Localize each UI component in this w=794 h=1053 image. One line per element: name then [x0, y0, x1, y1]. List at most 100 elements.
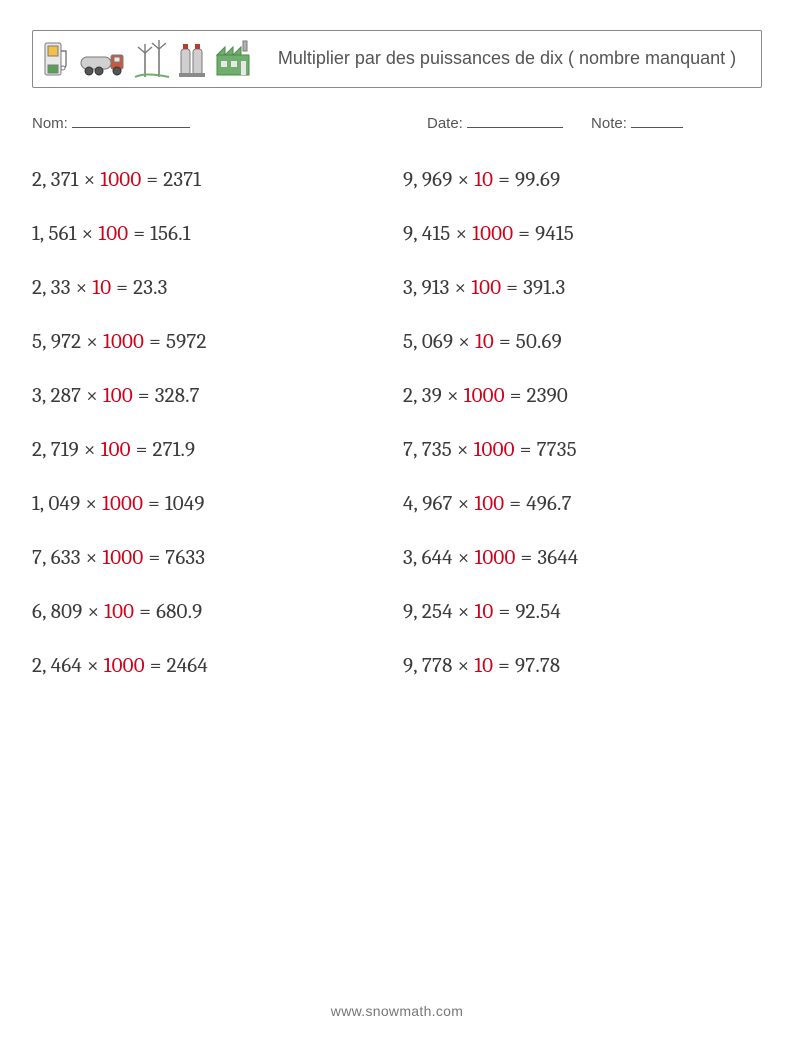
- operand-a: 7, 735: [403, 438, 452, 462]
- equation: 1, 049×1000=1049: [32, 492, 391, 516]
- equals-sign: =: [144, 330, 166, 354]
- result: 99.69: [515, 168, 560, 192]
- date-label: Date:: [427, 115, 463, 132]
- date-blank[interactable]: [467, 112, 563, 128]
- name-blank[interactable]: [72, 112, 190, 128]
- equation: 4, 967×100=496.7: [403, 492, 762, 516]
- equation: 2, 464×1000=2464: [32, 654, 391, 678]
- operand-b-answer: 1000: [102, 492, 143, 516]
- operand-b-answer: 100: [103, 384, 133, 408]
- operand-b-answer: 10: [475, 330, 494, 354]
- result: 5972: [166, 330, 207, 354]
- times-operator: ×: [79, 168, 101, 192]
- operand-a: 9, 778: [403, 654, 452, 678]
- operand-a: 3, 913: [403, 276, 450, 300]
- operand-a: 6, 809: [32, 600, 82, 624]
- times-operator: ×: [81, 330, 103, 354]
- result: 328.7: [155, 384, 200, 408]
- equation: 7, 633×1000=7633: [32, 546, 391, 570]
- operand-a: 2, 39: [403, 384, 442, 408]
- equation: 2, 33×10=23.3: [32, 276, 391, 300]
- operand-a: 5, 972: [32, 330, 81, 354]
- times-operator: ×: [77, 222, 99, 246]
- operand-b-answer: 1000: [475, 546, 516, 570]
- equals-sign: =: [494, 330, 516, 354]
- fuel-pump-icon: [39, 37, 73, 81]
- result: 271.9: [153, 438, 196, 462]
- equation: 5, 972×1000=5972: [32, 330, 391, 354]
- operand-a: 2, 33: [32, 276, 71, 300]
- times-operator: ×: [453, 546, 475, 570]
- result: 391.3: [523, 276, 565, 300]
- operand-b-answer: 100: [104, 600, 134, 624]
- times-operator: ×: [82, 600, 104, 624]
- operand-b-answer: 1000: [103, 330, 144, 354]
- footer-url: www.snowmath.com: [0, 1003, 794, 1019]
- result: 680.9: [156, 600, 202, 624]
- meta-row: Nom: Date: Note:: [32, 112, 762, 132]
- equals-sign: =: [505, 384, 527, 408]
- worksheet-header: Multiplier par des puissances de dix ( n…: [32, 30, 762, 88]
- result: 2464: [167, 654, 208, 678]
- operand-a: 3, 644: [403, 546, 453, 570]
- worksheet-title: Multiplier par des puissances de dix ( n…: [253, 43, 761, 74]
- operand-b-answer: 100: [474, 492, 504, 516]
- equation: 5, 069×10=50.69: [403, 330, 762, 354]
- equals-sign: =: [143, 492, 165, 516]
- operand-a: 2, 464: [32, 654, 82, 678]
- operand-b-answer: 10: [474, 168, 493, 192]
- equals-sign: =: [513, 222, 535, 246]
- times-operator: ×: [71, 276, 93, 300]
- result: 9415: [535, 222, 574, 246]
- equation: 9, 415×1000=9415: [403, 222, 762, 246]
- times-operator: ×: [82, 654, 104, 678]
- equation: 9, 778×10=97.78: [403, 654, 762, 678]
- times-operator: ×: [81, 384, 103, 408]
- times-operator: ×: [452, 654, 474, 678]
- operand-b-answer: 1000: [100, 168, 141, 192]
- operand-a: 1, 049: [32, 492, 80, 516]
- equation: 1, 561×100=156.1: [32, 222, 391, 246]
- result: 92.54: [515, 600, 561, 624]
- result: 7735: [537, 438, 577, 462]
- operand-a: 1, 561: [32, 222, 77, 246]
- equation: 3, 287×100=328.7: [32, 384, 391, 408]
- equation: 2, 371×1000=2371: [32, 168, 391, 192]
- equals-sign: =: [145, 654, 167, 678]
- operand-a: 9, 415: [403, 222, 450, 246]
- result: 7633: [165, 546, 205, 570]
- equals-sign: =: [516, 546, 538, 570]
- equals-sign: =: [128, 222, 150, 246]
- times-operator: ×: [452, 168, 474, 192]
- score-blank[interactable]: [631, 112, 683, 128]
- operand-a: 2, 719: [32, 438, 79, 462]
- operand-a: 7, 633: [32, 546, 81, 570]
- times-operator: ×: [81, 546, 103, 570]
- operand-a: 2, 371: [32, 168, 79, 192]
- equals-sign: =: [501, 276, 523, 300]
- equation: 9, 969×10=99.69: [403, 168, 762, 192]
- equation: 7, 735×1000=7735: [403, 438, 762, 462]
- result: 23.3: [133, 276, 167, 300]
- equals-sign: =: [134, 600, 156, 624]
- equation: 2, 719×100=271.9: [32, 438, 391, 462]
- operand-b-answer: 10: [475, 600, 494, 624]
- equals-sign: =: [493, 654, 515, 678]
- equation: 3, 913×100=391.3: [403, 276, 762, 300]
- equals-sign: =: [141, 168, 163, 192]
- equals-sign: =: [493, 168, 515, 192]
- wind-turbines-icon: [133, 37, 171, 81]
- operand-b-answer: 1000: [102, 546, 143, 570]
- result: 3644: [537, 546, 578, 570]
- operand-b-answer: 1000: [464, 384, 505, 408]
- equals-sign: =: [504, 492, 526, 516]
- result: 2390: [527, 384, 568, 408]
- equals-sign: =: [133, 384, 155, 408]
- operand-b-answer: 1000: [104, 654, 145, 678]
- operand-b-answer: 100: [98, 222, 128, 246]
- operand-b-answer: 1000: [474, 438, 515, 462]
- tanker-truck-icon: [79, 37, 127, 81]
- score-label: Note:: [591, 115, 627, 132]
- times-operator: ×: [79, 438, 101, 462]
- operand-b-answer: 1000: [472, 222, 513, 246]
